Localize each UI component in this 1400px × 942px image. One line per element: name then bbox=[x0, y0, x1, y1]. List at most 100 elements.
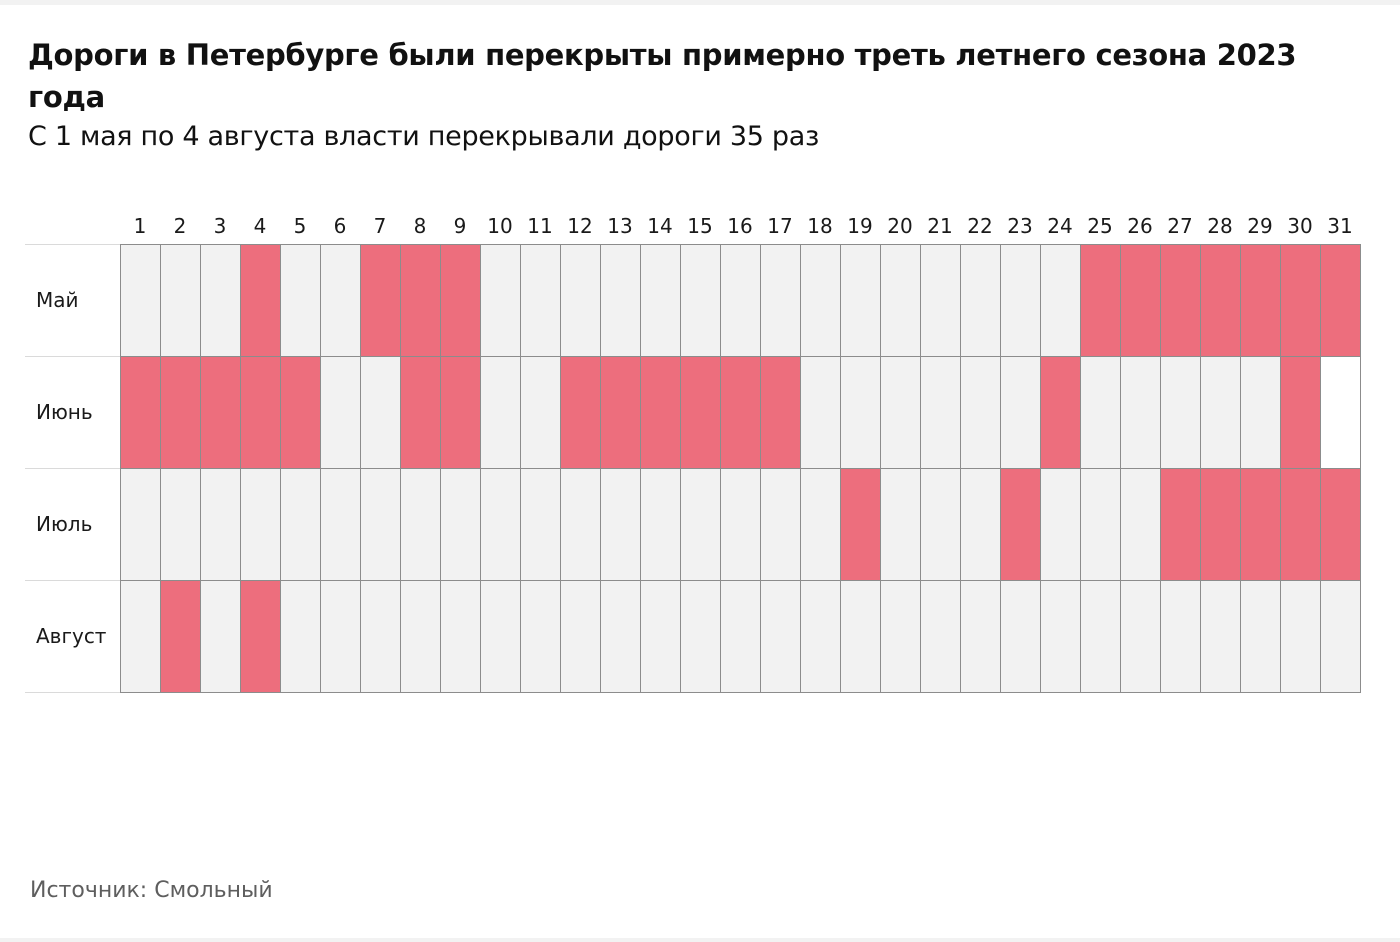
cell-Август-10 bbox=[480, 580, 521, 693]
cell-Июнь-24 bbox=[1040, 356, 1081, 469]
cell-Июнь-27 bbox=[1160, 356, 1201, 469]
day-label-14: 14 bbox=[647, 214, 672, 238]
cell-Май-15 bbox=[680, 244, 721, 357]
cell-Май-1 bbox=[120, 244, 161, 357]
day-label-25: 25 bbox=[1087, 214, 1112, 238]
cell-Май-21 bbox=[920, 244, 961, 357]
cell-Август-6 bbox=[320, 580, 361, 693]
cell-Июль-9 bbox=[440, 468, 481, 581]
cell-Август-4 bbox=[240, 580, 281, 693]
cell-Август-23 bbox=[1000, 580, 1041, 693]
cell-Август-9 bbox=[440, 580, 481, 693]
cell-Август-30 bbox=[1280, 580, 1321, 693]
cell-Июнь-28 bbox=[1200, 356, 1241, 469]
cell-Май-24 bbox=[1040, 244, 1081, 357]
cell-Июль-2 bbox=[160, 468, 201, 581]
cell-Август-20 bbox=[880, 580, 921, 693]
cell-Июль-17 bbox=[760, 468, 801, 581]
cell-Июль-11 bbox=[520, 468, 561, 581]
cell-Август-18 bbox=[800, 580, 841, 693]
day-label-31: 31 bbox=[1327, 214, 1352, 238]
cell-Июнь-12 bbox=[560, 356, 601, 469]
source-note: Источник: Смольный bbox=[30, 878, 273, 903]
day-label-13: 13 bbox=[607, 214, 632, 238]
day-axis-labels: 1 2 3 4 5 6 7 8 9 10 11 12 13 14 15 16 17 18 19 20 21 22 23 24 2… bbox=[134, 214, 1353, 238]
cell-Май-6 bbox=[320, 244, 361, 357]
cell-Август-8 bbox=[400, 580, 441, 693]
cell-Май-20 bbox=[880, 244, 921, 357]
cell-Июнь-6 bbox=[320, 356, 361, 469]
cell-Июнь-16 bbox=[720, 356, 761, 469]
cell-Август-28 bbox=[1200, 580, 1241, 693]
cell-Июнь-31 bbox=[1320, 356, 1361, 469]
cell-Июль-22 bbox=[960, 468, 1001, 581]
cell-Август-21 bbox=[920, 580, 961, 693]
month-axis-labels: Май Июнь Июль Август bbox=[36, 288, 107, 648]
cell-Август-5 bbox=[280, 580, 321, 693]
cell-Май-23 bbox=[1000, 244, 1041, 357]
cell-Июль-26 bbox=[1120, 468, 1161, 581]
cell-Май-27 bbox=[1160, 244, 1201, 357]
cell-Июнь-23 bbox=[1000, 356, 1041, 469]
cell-Июль-5 bbox=[280, 468, 321, 581]
day-label-18: 18 bbox=[807, 214, 832, 238]
cell-Август-7 bbox=[360, 580, 401, 693]
cell-Май-25 bbox=[1080, 244, 1121, 357]
day-label-4: 4 bbox=[254, 214, 267, 238]
month-label-2: Июль bbox=[36, 512, 92, 536]
cell-Июль-14 bbox=[640, 468, 681, 581]
day-label-12: 12 bbox=[567, 214, 592, 238]
cell-Июнь-7 bbox=[360, 356, 401, 469]
cell-Июль-20 bbox=[880, 468, 921, 581]
cell-Июнь-19 bbox=[840, 356, 881, 469]
heatmap-cells bbox=[120, 244, 1361, 693]
cell-Май-31 bbox=[1320, 244, 1361, 357]
cell-Май-2 bbox=[160, 244, 201, 357]
cell-Май-3 bbox=[200, 244, 241, 357]
cell-Август-26 bbox=[1120, 580, 1161, 693]
cell-Июнь-5 bbox=[280, 356, 321, 469]
cell-Май-13 bbox=[600, 244, 641, 357]
cell-Июнь-4 bbox=[240, 356, 281, 469]
cell-Июнь-1 bbox=[120, 356, 161, 469]
cell-Июль-3 bbox=[200, 468, 241, 581]
cell-Май-11 bbox=[520, 244, 561, 357]
cell-Май-19 bbox=[840, 244, 881, 357]
cell-Июнь-14 bbox=[640, 356, 681, 469]
day-label-17: 17 bbox=[767, 214, 792, 238]
cell-Август-19 bbox=[840, 580, 881, 693]
cell-Май-17 bbox=[760, 244, 801, 357]
cell-Август-2 bbox=[160, 580, 201, 693]
day-label-20: 20 bbox=[887, 214, 912, 238]
bottom-rule bbox=[0, 938, 1400, 942]
day-label-10: 10 bbox=[487, 214, 512, 238]
cell-Июль-19 bbox=[840, 468, 881, 581]
cell-Июль-15 bbox=[680, 468, 721, 581]
cell-Август-29 bbox=[1240, 580, 1281, 693]
cell-Июнь-25 bbox=[1080, 356, 1121, 469]
cell-Июнь-9 bbox=[440, 356, 481, 469]
cell-Июль-28 bbox=[1200, 468, 1241, 581]
cell-Август-3 bbox=[200, 580, 241, 693]
top-rule bbox=[0, 0, 1400, 5]
day-label-15: 15 bbox=[687, 214, 712, 238]
cell-Июнь-26 bbox=[1120, 356, 1161, 469]
cell-Август-14 bbox=[640, 580, 681, 693]
day-label-5: 5 bbox=[294, 214, 307, 238]
cell-Август-15 bbox=[680, 580, 721, 693]
cell-Май-14 bbox=[640, 244, 681, 357]
cell-Июль-25 bbox=[1080, 468, 1121, 581]
cell-Июль-30 bbox=[1280, 468, 1321, 581]
day-label-19: 19 bbox=[847, 214, 872, 238]
day-label-21: 21 bbox=[927, 214, 952, 238]
cell-Май-30 bbox=[1280, 244, 1321, 357]
cell-Май-12 bbox=[560, 244, 601, 357]
cell-Май-4 bbox=[240, 244, 281, 357]
cell-Июнь-17 bbox=[760, 356, 801, 469]
day-label-27: 27 bbox=[1167, 214, 1192, 238]
cell-Июнь-21 bbox=[920, 356, 961, 469]
cell-Июль-24 bbox=[1040, 468, 1081, 581]
day-label-16: 16 bbox=[727, 214, 752, 238]
cell-Май-7 bbox=[360, 244, 401, 357]
day-label-6: 6 bbox=[334, 214, 347, 238]
